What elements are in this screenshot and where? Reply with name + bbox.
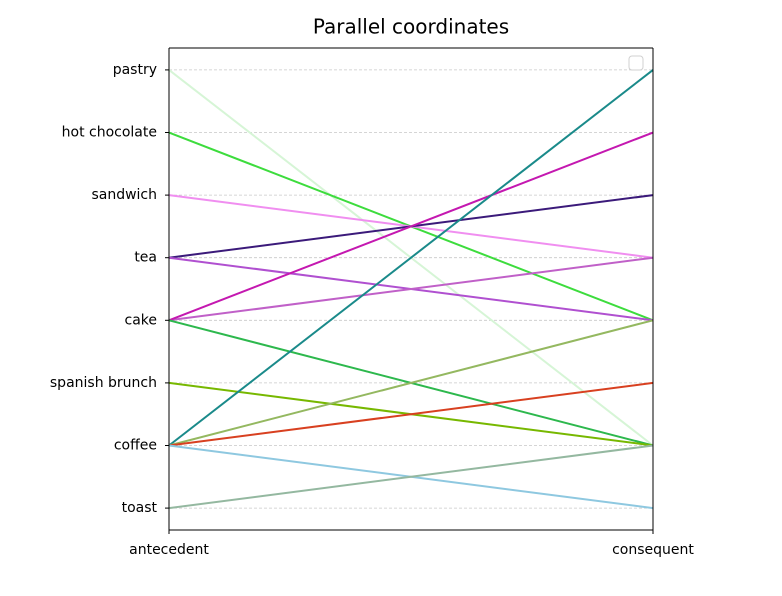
y-tick-label: pastry <box>113 62 157 78</box>
y-tick-label: cake <box>125 312 158 328</box>
y-tick-label: toast <box>122 500 158 516</box>
y-tick-label: coffee <box>114 437 157 453</box>
x-tick-label: antecedent <box>129 542 209 558</box>
series-line <box>168 319 654 447</box>
y-tick-label: spanish brunch <box>50 375 157 391</box>
y-tick-label: hot chocolate <box>62 125 157 141</box>
legend-box <box>628 55 644 71</box>
x-tick-label: consequent <box>612 542 694 558</box>
y-tick-label: sandwich <box>91 187 157 203</box>
chart-title: Parallel coordinates <box>313 15 509 39</box>
series-line <box>168 381 654 447</box>
series-line <box>168 69 654 447</box>
series-line <box>168 131 654 322</box>
series-line <box>168 256 654 322</box>
y-tick-label: tea <box>134 250 157 266</box>
series-line <box>168 444 654 510</box>
